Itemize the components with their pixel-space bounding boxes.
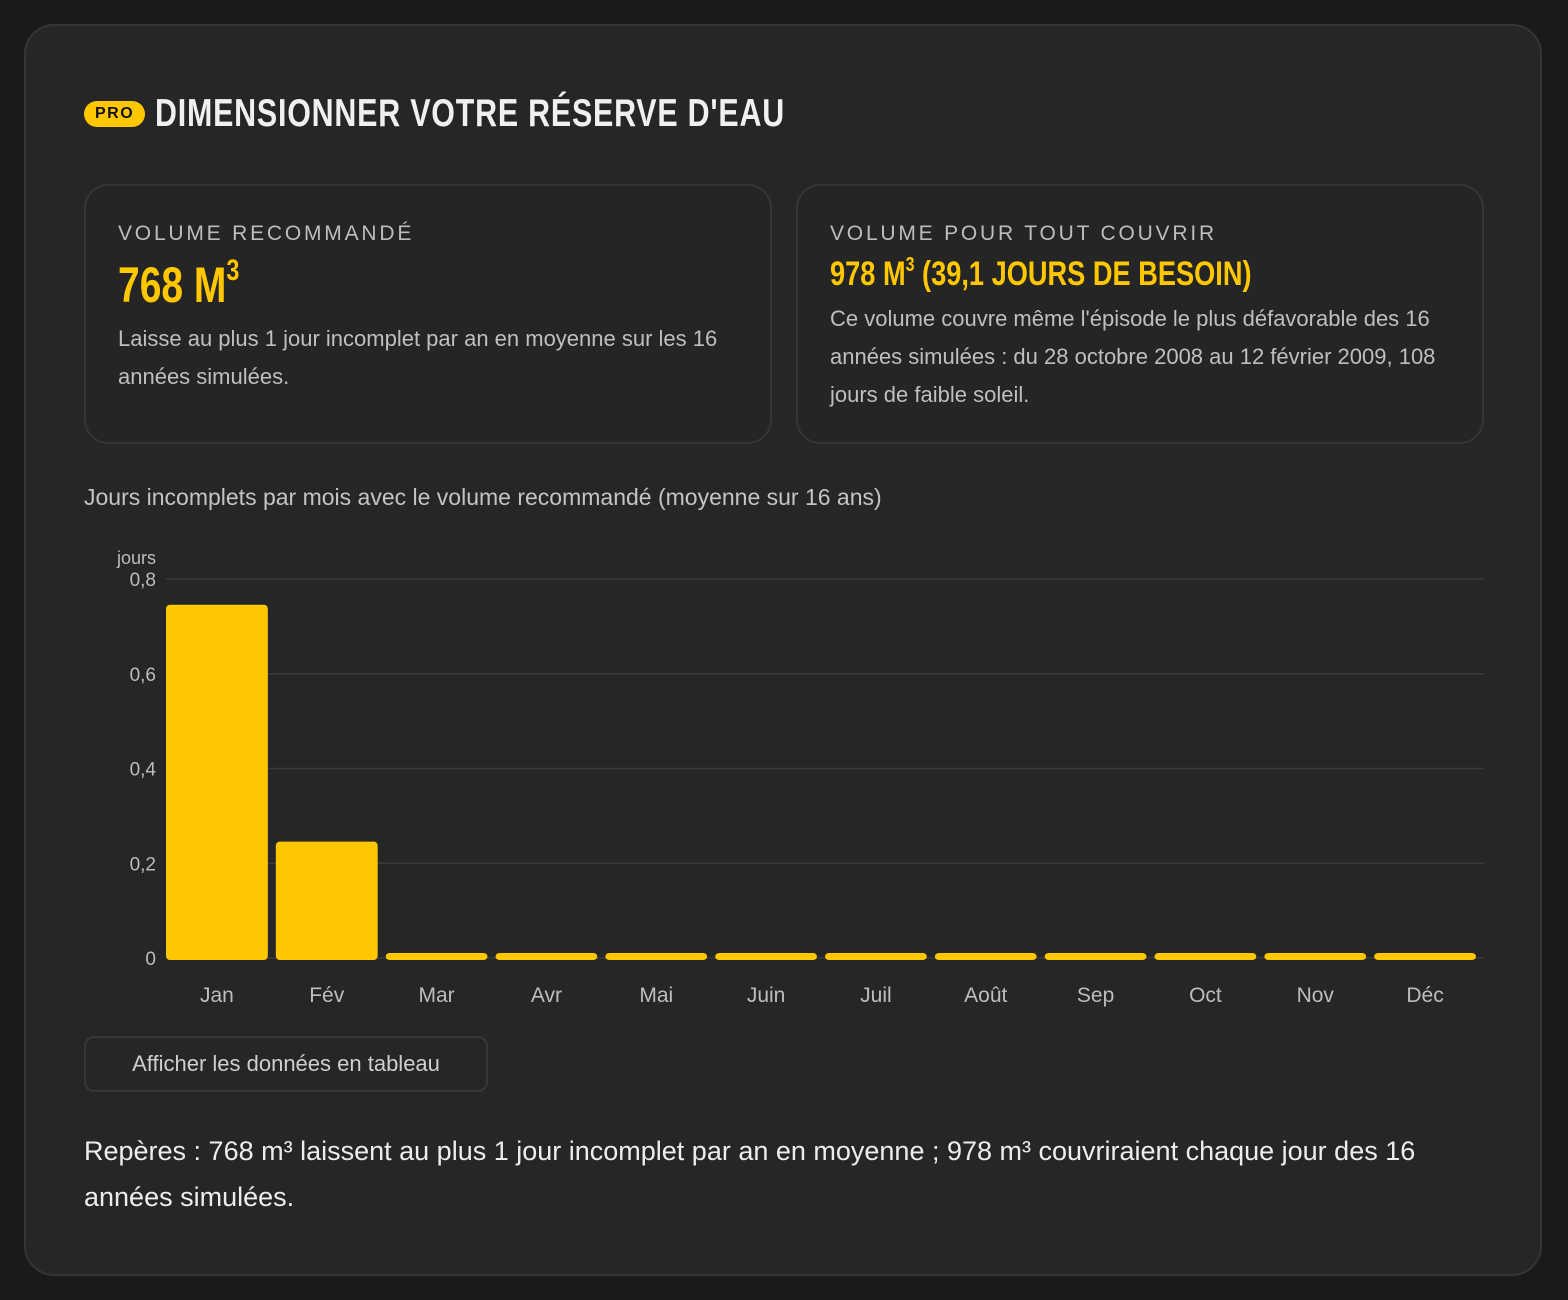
page-title: DIMENSIONNER VOTRE RÉSERVE D'EAU: [155, 92, 786, 135]
x-tick-label: Sep: [1077, 984, 1114, 1007]
card-header: PRO DIMENSIONNER VOTRE RÉSERVE D'EAU: [84, 92, 963, 136]
full-cover-volume-description: Ce volume couvre même l'épisode le plus …: [830, 306, 1436, 407]
x-tick-label: Juil: [860, 984, 892, 1007]
x-tick-label: Jan: [200, 984, 234, 1007]
recommended-volume-value: 768 M3: [118, 254, 240, 313]
benchmarks-note: Repères : 768 m³ laissent au plus 1 jour…: [84, 1136, 1416, 1212]
bar: [715, 953, 817, 960]
recommended-volume-box: VOLUME RECOMMANDÉ 768 M3 Laisse au plus …: [84, 184, 772, 444]
bar: [605, 953, 708, 960]
x-tick-label: Mai: [639, 984, 673, 1007]
bar: [385, 953, 488, 960]
y-tick-label: 0,2: [130, 854, 156, 875]
bar: [166, 604, 268, 960]
x-tick-label: Août: [964, 984, 1007, 1007]
chart-caption: Jours incomplets par mois avec le volume…: [84, 484, 882, 510]
show-data-table-button[interactable]: Afficher les données en tableau: [84, 1036, 488, 1092]
bar: [1154, 953, 1257, 960]
full-cover-volume-box: VOLUME POUR TOUT COUVRIR 978 M3 (39,1 JO…: [796, 184, 1484, 444]
full-cover-volume-label: VOLUME POUR TOUT COUVRIR: [830, 222, 1217, 245]
y-axis-label: jours: [116, 548, 156, 568]
bar: [825, 953, 927, 960]
full-cover-volume-value: 978 M3 (39,1 JOURS DE BESOIN): [830, 254, 1252, 293]
bar: [495, 953, 598, 960]
bar: [934, 953, 1037, 960]
x-tick-label: Fév: [309, 984, 345, 1007]
bar: [1374, 953, 1476, 960]
x-tick-label: Mar: [418, 984, 454, 1007]
x-tick-label: Déc: [1406, 984, 1443, 1007]
bar: [275, 841, 378, 960]
bar: [1044, 953, 1147, 960]
x-tick-label: Juin: [747, 984, 786, 1007]
y-tick-label: 0,6: [130, 665, 156, 686]
y-tick-label: 0,4: [130, 760, 157, 781]
x-tick-label: Nov: [1297, 984, 1335, 1007]
bar: [1264, 953, 1367, 960]
y-tick-label: 0: [145, 949, 156, 970]
x-tick-label: Oct: [1189, 984, 1222, 1007]
x-tick-label: Avr: [531, 984, 562, 1007]
pro-badge: PRO: [84, 101, 146, 127]
y-tick-label: 0,8: [130, 570, 156, 591]
recommended-volume-label: VOLUME RECOMMANDÉ: [118, 222, 415, 245]
recommended-volume-description: Laisse au plus 1 jour incomplet par an e…: [118, 326, 718, 389]
